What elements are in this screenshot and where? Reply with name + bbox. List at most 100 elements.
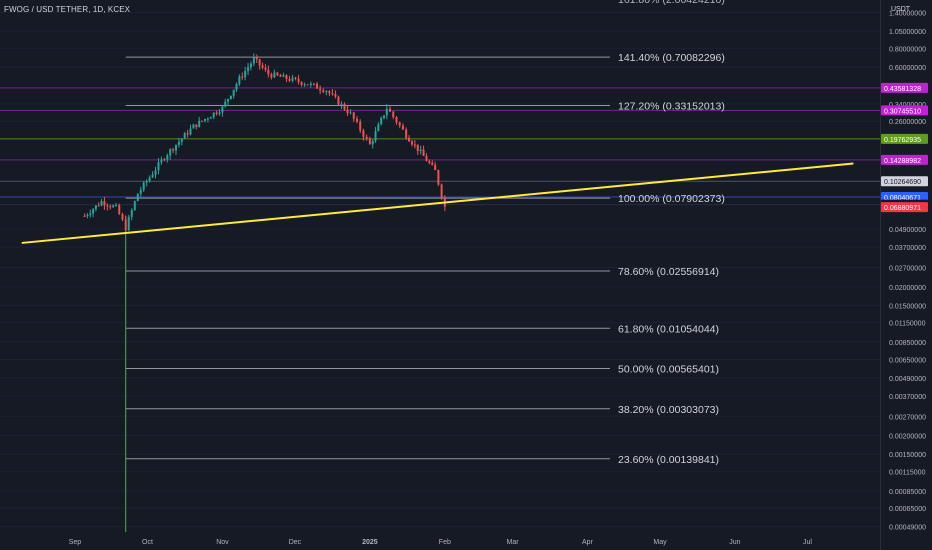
x-tick-label: Jul	[803, 539, 812, 546]
price-axis-divider	[880, 0, 881, 550]
candle-body	[115, 205, 118, 207]
candle-body	[413, 144, 416, 146]
candle-body	[238, 76, 241, 85]
y-tick-label: 0.00150000	[889, 452, 926, 459]
y-tick-label: 0.03700000	[889, 245, 926, 252]
candle-body	[172, 149, 175, 151]
candle-body	[273, 72, 276, 78]
x-tick-label: Feb	[439, 539, 451, 546]
candle-body	[291, 77, 294, 81]
candle-body	[121, 214, 124, 220]
candle-body	[244, 71, 247, 78]
y-tick-label: 0.00200000	[889, 434, 926, 441]
candle-body	[241, 76, 244, 78]
candle-body	[346, 109, 349, 114]
candle-body	[385, 108, 388, 116]
fib-level-label: 38.20% (0.00303073)	[618, 404, 719, 416]
fib-level-label: 141.40% (0.70082296)	[618, 52, 725, 64]
candle-body	[398, 122, 401, 126]
candle-body	[206, 118, 209, 120]
fib-level-label: 23.60% (0.00139841)	[618, 454, 719, 466]
candle-body	[349, 112, 352, 114]
candle-body	[437, 170, 440, 185]
candle-body	[127, 216, 130, 231]
candle-body	[221, 106, 224, 113]
x-tick-label: Jun	[729, 539, 740, 546]
candle-body	[377, 124, 380, 132]
candle-body	[224, 101, 227, 107]
y-tick-label: 0.00370000	[889, 394, 926, 401]
price-tag	[881, 176, 928, 187]
price-tag	[881, 105, 928, 116]
candle-body	[261, 65, 264, 68]
price-tag-label: 0.43581328	[884, 86, 921, 93]
price-tag-label: 0.10264690	[884, 179, 921, 186]
price-tag-label: 0.14288982	[884, 158, 921, 165]
candle-body	[337, 96, 340, 105]
candle-body	[408, 137, 411, 142]
candle-body	[322, 90, 325, 92]
candle-body	[145, 181, 148, 183]
candle-body	[112, 205, 115, 208]
candle-body	[303, 84, 306, 86]
candle-body	[395, 117, 398, 123]
price-tag-label: 0.06880971	[884, 205, 921, 212]
fib-level-label: 78.60% (0.02556914)	[618, 266, 719, 278]
x-tick-label: Sep	[69, 539, 82, 546]
candle-body	[86, 215, 89, 217]
candle-body	[285, 75, 288, 80]
y-tick-label: 0.00650000	[889, 358, 926, 365]
candle-body	[419, 149, 422, 151]
fib-level-label: 100.00% (0.07902373)	[618, 193, 725, 205]
candle-body	[362, 130, 365, 137]
candle-body	[235, 84, 238, 90]
candle-body	[343, 103, 346, 110]
candle-body	[130, 209, 133, 217]
candle-body	[359, 121, 362, 131]
x-tick-label: Nov	[216, 539, 229, 546]
candle-body	[309, 83, 312, 85]
candle-body	[410, 141, 413, 145]
candle-body	[195, 124, 198, 127]
price-tag-label: 0.08040671	[884, 195, 921, 202]
candle-body	[316, 83, 319, 89]
candle-body	[371, 140, 374, 145]
candle-body	[163, 159, 166, 161]
candle-body	[100, 201, 103, 206]
currency-label[interactable]: USDT	[891, 6, 911, 13]
candle-body	[355, 118, 358, 122]
candle-body	[279, 75, 282, 77]
y-tick-label: 0.00085000	[889, 489, 926, 496]
candle-body	[270, 74, 273, 78]
candle-body	[382, 115, 385, 118]
price-tag	[881, 154, 928, 165]
candle-body	[249, 63, 252, 68]
price-tag	[881, 82, 928, 93]
candle-body	[416, 144, 419, 151]
y-tick-label: 0.60000000	[889, 65, 926, 72]
candle-body	[312, 83, 315, 85]
y-tick-label: 0.01150000	[889, 321, 926, 328]
y-tick-label: 0.00270000	[889, 414, 926, 421]
y-tick-label: 0.00115000	[889, 469, 926, 476]
candle-body	[177, 141, 180, 145]
price-tag	[881, 133, 928, 144]
candle-body	[186, 133, 189, 135]
x-tick-label: Dec	[289, 539, 302, 546]
price-tag	[881, 202, 928, 213]
candle-body	[405, 129, 408, 138]
candle-body	[139, 189, 142, 194]
candle-body	[109, 206, 112, 208]
candle-body	[209, 117, 212, 119]
candle-body	[106, 205, 109, 207]
candle-body	[157, 162, 160, 171]
candle-body	[169, 149, 172, 156]
candle-body	[422, 149, 425, 156]
candle-body	[340, 103, 343, 105]
candle-body	[201, 120, 204, 122]
candle-body	[252, 57, 255, 64]
candle-body	[328, 91, 331, 94]
candle-body	[133, 201, 136, 210]
